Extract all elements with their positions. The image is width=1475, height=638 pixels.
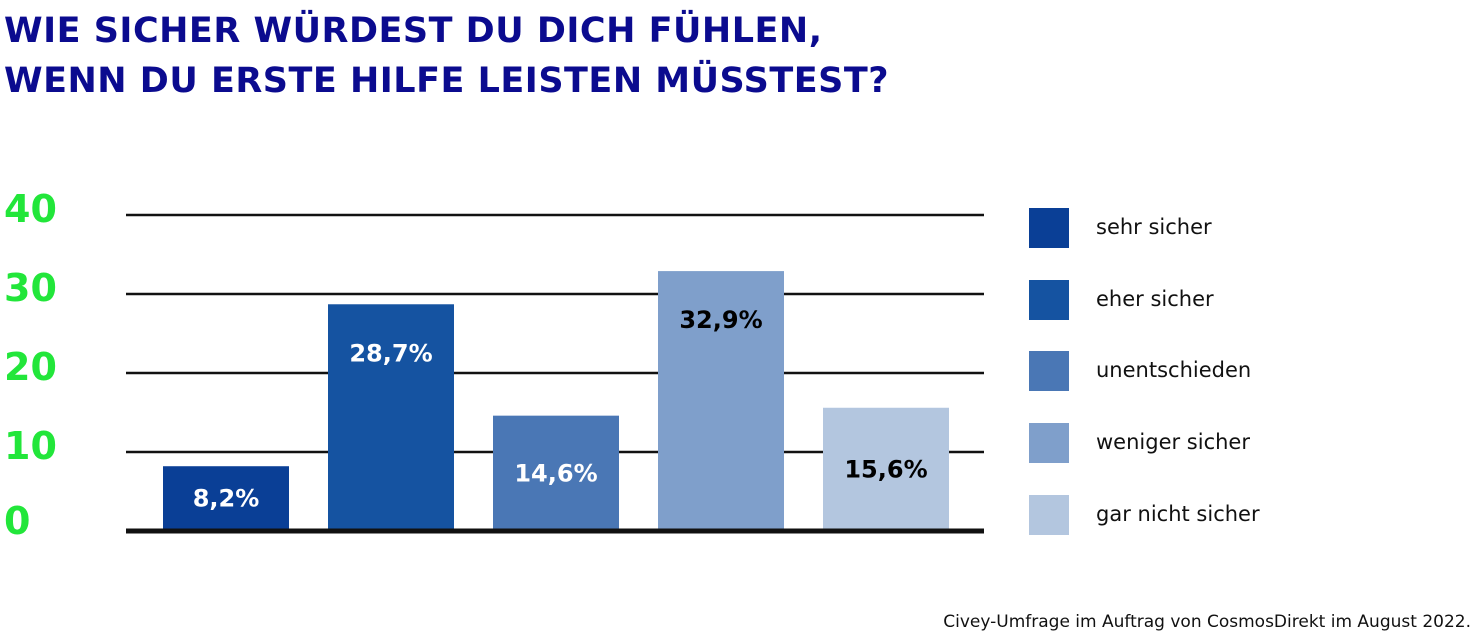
bar-1: [163, 466, 289, 531]
legend-label: weniger sicher: [1096, 430, 1250, 455]
chart-title-line-2: WENN DU ERSTE HILFE LEISTEN MÜSSTEST?: [4, 61, 890, 101]
y-tick-label: 40: [4, 187, 57, 231]
legend-item: weniger sicher: [1029, 423, 1429, 464]
legend-item: gar nicht sicher: [1029, 494, 1429, 535]
legend-item: sehr sicher: [1029, 208, 1429, 248]
legend-item: eher sicher: [1029, 279, 1429, 320]
source-note: Civey-Umfrage im Auftrag von CosmosDirek…: [943, 612, 1471, 632]
bar-data-label: 28,7%: [349, 339, 432, 367]
legend-item: unentschieden: [1029, 351, 1429, 392]
bar-3: [493, 415, 619, 531]
legend-swatch: [1029, 208, 1069, 248]
bar-data-label: 15,6%: [844, 455, 927, 483]
bar-2: [328, 304, 454, 531]
y-tick-label: 0: [4, 499, 30, 543]
legend-label: unentschieden: [1096, 358, 1252, 383]
chart-title: WIE SICHER WÜRDEST DU DICH FÜHLEN, WENN …: [4, 6, 889, 106]
legend-swatch: [1029, 351, 1069, 392]
y-tick-label: 30: [4, 266, 57, 310]
bar-data-label: 14,6%: [514, 459, 597, 487]
bars: [163, 271, 949, 531]
legend-label: gar nicht sicher: [1096, 501, 1260, 526]
legend-swatch: [1029, 279, 1069, 320]
bar-4: [658, 271, 784, 531]
bar-5: [823, 407, 949, 531]
bar-data-label: 32,9%: [679, 306, 762, 334]
legend-swatch: [1029, 494, 1069, 535]
legend-label: eher sicher: [1096, 286, 1214, 311]
bar-chart: 0 10 20 30 40 8,2% 28,7% 14,6% 32,9% 15,6%: [4, 187, 984, 543]
y-tick-label: 10: [4, 424, 57, 468]
chart-title-line-1: WIE SICHER WÜRDEST DU DICH FÜHLEN,: [4, 11, 823, 51]
legend-swatch: [1029, 423, 1069, 464]
legend-label: sehr sicher: [1096, 215, 1212, 239]
bar-data-label: 8,2%: [193, 485, 260, 513]
y-axis-ticks: 0 10 20 30 40: [4, 187, 57, 543]
bar-data-labels: 8,2% 28,7% 14,6% 32,9% 15,6%: [193, 306, 928, 513]
y-tick-label: 20: [4, 345, 57, 389]
